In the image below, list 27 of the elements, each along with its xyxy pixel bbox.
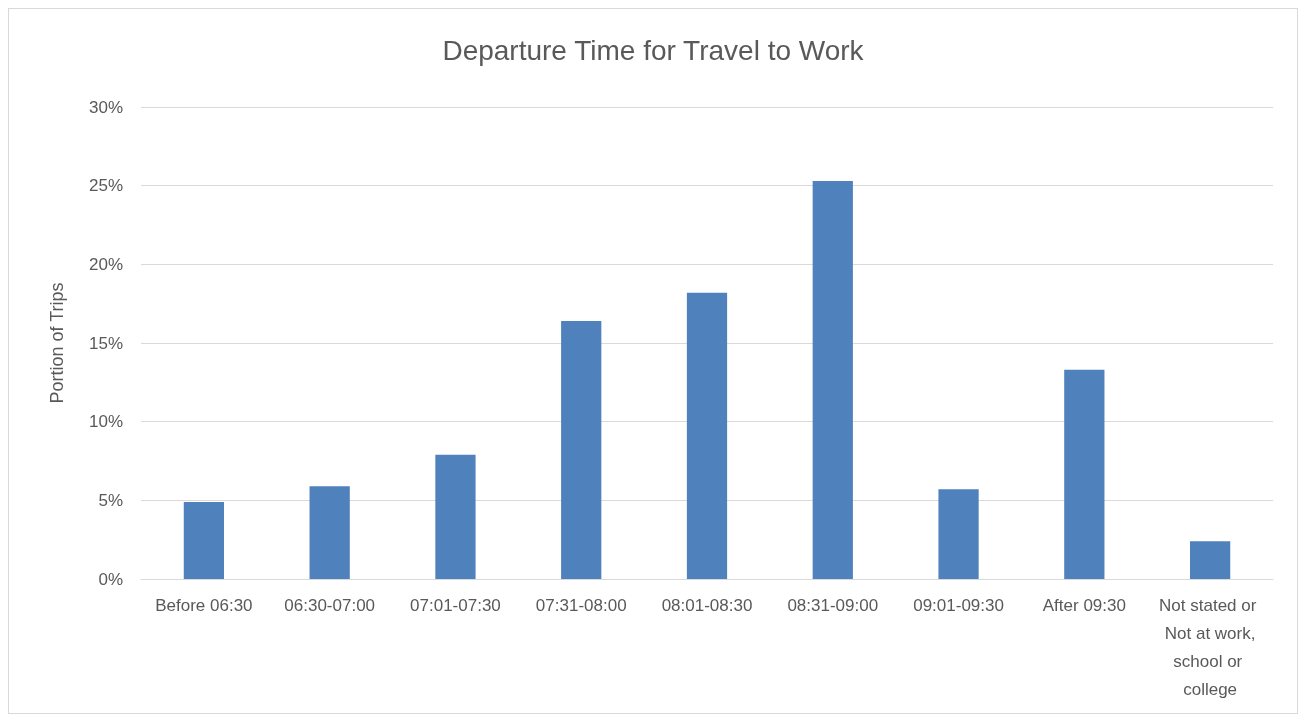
bar — [1064, 369, 1105, 579]
x-tick-label: Not stated or Not at work,school or college — [1159, 595, 1262, 699]
bar — [435, 454, 476, 579]
x-tick-label: Before 06:30 — [155, 595, 253, 615]
x-tick-label: 08:31-09:00 — [787, 595, 879, 615]
bar — [686, 292, 728, 579]
x-tick-label: 09:01-09:30 — [913, 595, 1004, 615]
y-tick-label: 10% — [88, 412, 123, 432]
bar — [309, 486, 350, 579]
y-tick-label: 30% — [88, 97, 123, 117]
y-tick-label: 0% — [98, 569, 123, 589]
bar — [938, 489, 979, 579]
bar — [812, 180, 853, 579]
y-tick-label: 15% — [88, 333, 123, 353]
x-tick-label: 08:01-08:30 — [661, 595, 753, 615]
y-tick-label: 20% — [88, 254, 123, 274]
y-tick-label: 25% — [88, 176, 123, 196]
bar — [561, 320, 602, 579]
x-tick-label: 06:30-07:00 — [284, 595, 376, 615]
bar — [183, 501, 225, 579]
chart-title: Departure Time for Travel to Work — [442, 34, 865, 66]
y-tick-label: 5% — [98, 490, 123, 510]
y-axis-title: Portion of Trips — [47, 282, 67, 404]
x-tick-label: 07:31-08:00 — [535, 595, 627, 615]
x-tick-label: After 09:30 — [1042, 595, 1126, 615]
x-tick-label: 07:01-07:30 — [410, 595, 501, 615]
bar — [1189, 541, 1231, 579]
